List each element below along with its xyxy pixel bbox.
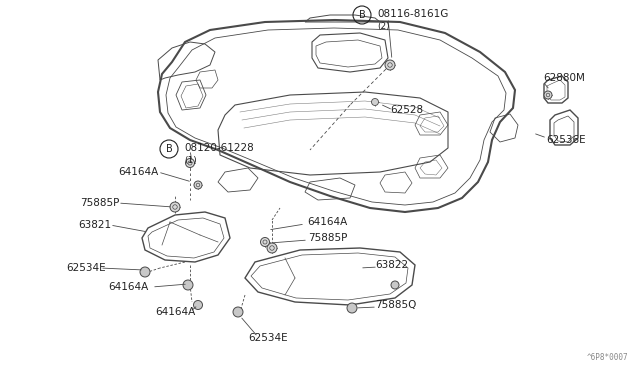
Text: B: B	[166, 144, 172, 154]
Circle shape	[140, 267, 150, 277]
Circle shape	[186, 158, 195, 167]
Text: 75885P: 75885P	[80, 198, 120, 208]
Circle shape	[193, 301, 202, 310]
Circle shape	[391, 281, 399, 289]
Circle shape	[544, 91, 552, 99]
Text: 62536E: 62536E	[546, 135, 586, 145]
Text: 75885P: 75885P	[308, 233, 348, 243]
Text: 62528: 62528	[390, 105, 423, 115]
Text: 63821: 63821	[78, 220, 111, 230]
Text: (1): (1)	[184, 155, 196, 164]
Text: 64164A: 64164A	[307, 217, 348, 227]
Circle shape	[260, 237, 269, 247]
Circle shape	[267, 243, 277, 253]
Circle shape	[194, 181, 202, 189]
Text: 62880M: 62880M	[543, 73, 585, 83]
Circle shape	[170, 202, 180, 212]
Text: 08116-8161G: 08116-8161G	[377, 9, 449, 19]
Text: 63822: 63822	[375, 260, 408, 270]
Circle shape	[183, 280, 193, 290]
Circle shape	[371, 99, 378, 106]
Circle shape	[233, 307, 243, 317]
Text: B: B	[358, 10, 365, 20]
Text: 64164A: 64164A	[155, 307, 195, 317]
Circle shape	[347, 303, 357, 313]
Text: 62534E: 62534E	[248, 333, 287, 343]
Text: 64164A: 64164A	[118, 167, 158, 177]
Text: ^6P8*0007: ^6P8*0007	[586, 353, 628, 362]
Text: 08120-61228: 08120-61228	[184, 143, 253, 153]
Text: 62534E: 62534E	[66, 263, 106, 273]
Circle shape	[385, 60, 395, 70]
Text: (2): (2)	[377, 22, 390, 31]
Text: 64164A: 64164A	[108, 282, 148, 292]
Text: 75885Q: 75885Q	[375, 300, 417, 310]
